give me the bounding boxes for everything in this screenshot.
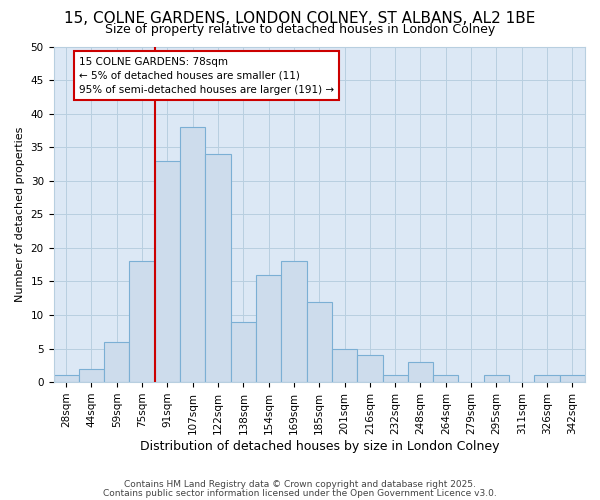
Bar xyxy=(332,348,357,382)
Bar xyxy=(230,322,256,382)
Text: 15, COLNE GARDENS, LONDON COLNEY, ST ALBANS, AL2 1BE: 15, COLNE GARDENS, LONDON COLNEY, ST ALB… xyxy=(64,11,536,26)
Text: Size of property relative to detached houses in London Colney: Size of property relative to detached ho… xyxy=(105,22,495,36)
Bar xyxy=(205,154,230,382)
Bar xyxy=(155,160,180,382)
Bar xyxy=(104,342,130,382)
Bar xyxy=(383,376,408,382)
Bar xyxy=(180,127,205,382)
Text: Contains public sector information licensed under the Open Government Licence v3: Contains public sector information licen… xyxy=(103,488,497,498)
Bar xyxy=(484,376,509,382)
Bar xyxy=(130,262,155,382)
Bar xyxy=(281,262,307,382)
Bar xyxy=(256,274,281,382)
Text: 15 COLNE GARDENS: 78sqm
← 5% of detached houses are smaller (11)
95% of semi-det: 15 COLNE GARDENS: 78sqm ← 5% of detached… xyxy=(79,56,334,94)
Bar xyxy=(408,362,433,382)
Text: Contains HM Land Registry data © Crown copyright and database right 2025.: Contains HM Land Registry data © Crown c… xyxy=(124,480,476,489)
Bar xyxy=(433,376,458,382)
Bar xyxy=(560,376,585,382)
Bar xyxy=(307,302,332,382)
Bar xyxy=(535,376,560,382)
Y-axis label: Number of detached properties: Number of detached properties xyxy=(15,126,25,302)
X-axis label: Distribution of detached houses by size in London Colney: Distribution of detached houses by size … xyxy=(140,440,499,452)
Bar xyxy=(79,368,104,382)
Bar xyxy=(53,376,79,382)
Bar xyxy=(357,355,383,382)
